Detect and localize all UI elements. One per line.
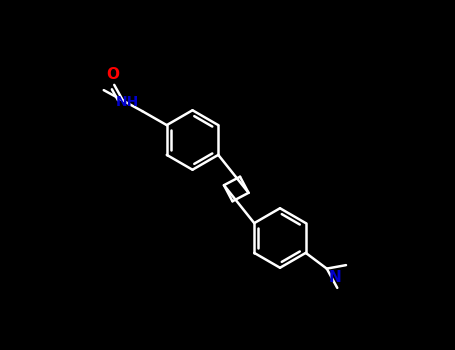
Text: O: O [106,67,119,82]
Text: N: N [329,270,341,285]
Text: NH: NH [116,95,139,109]
